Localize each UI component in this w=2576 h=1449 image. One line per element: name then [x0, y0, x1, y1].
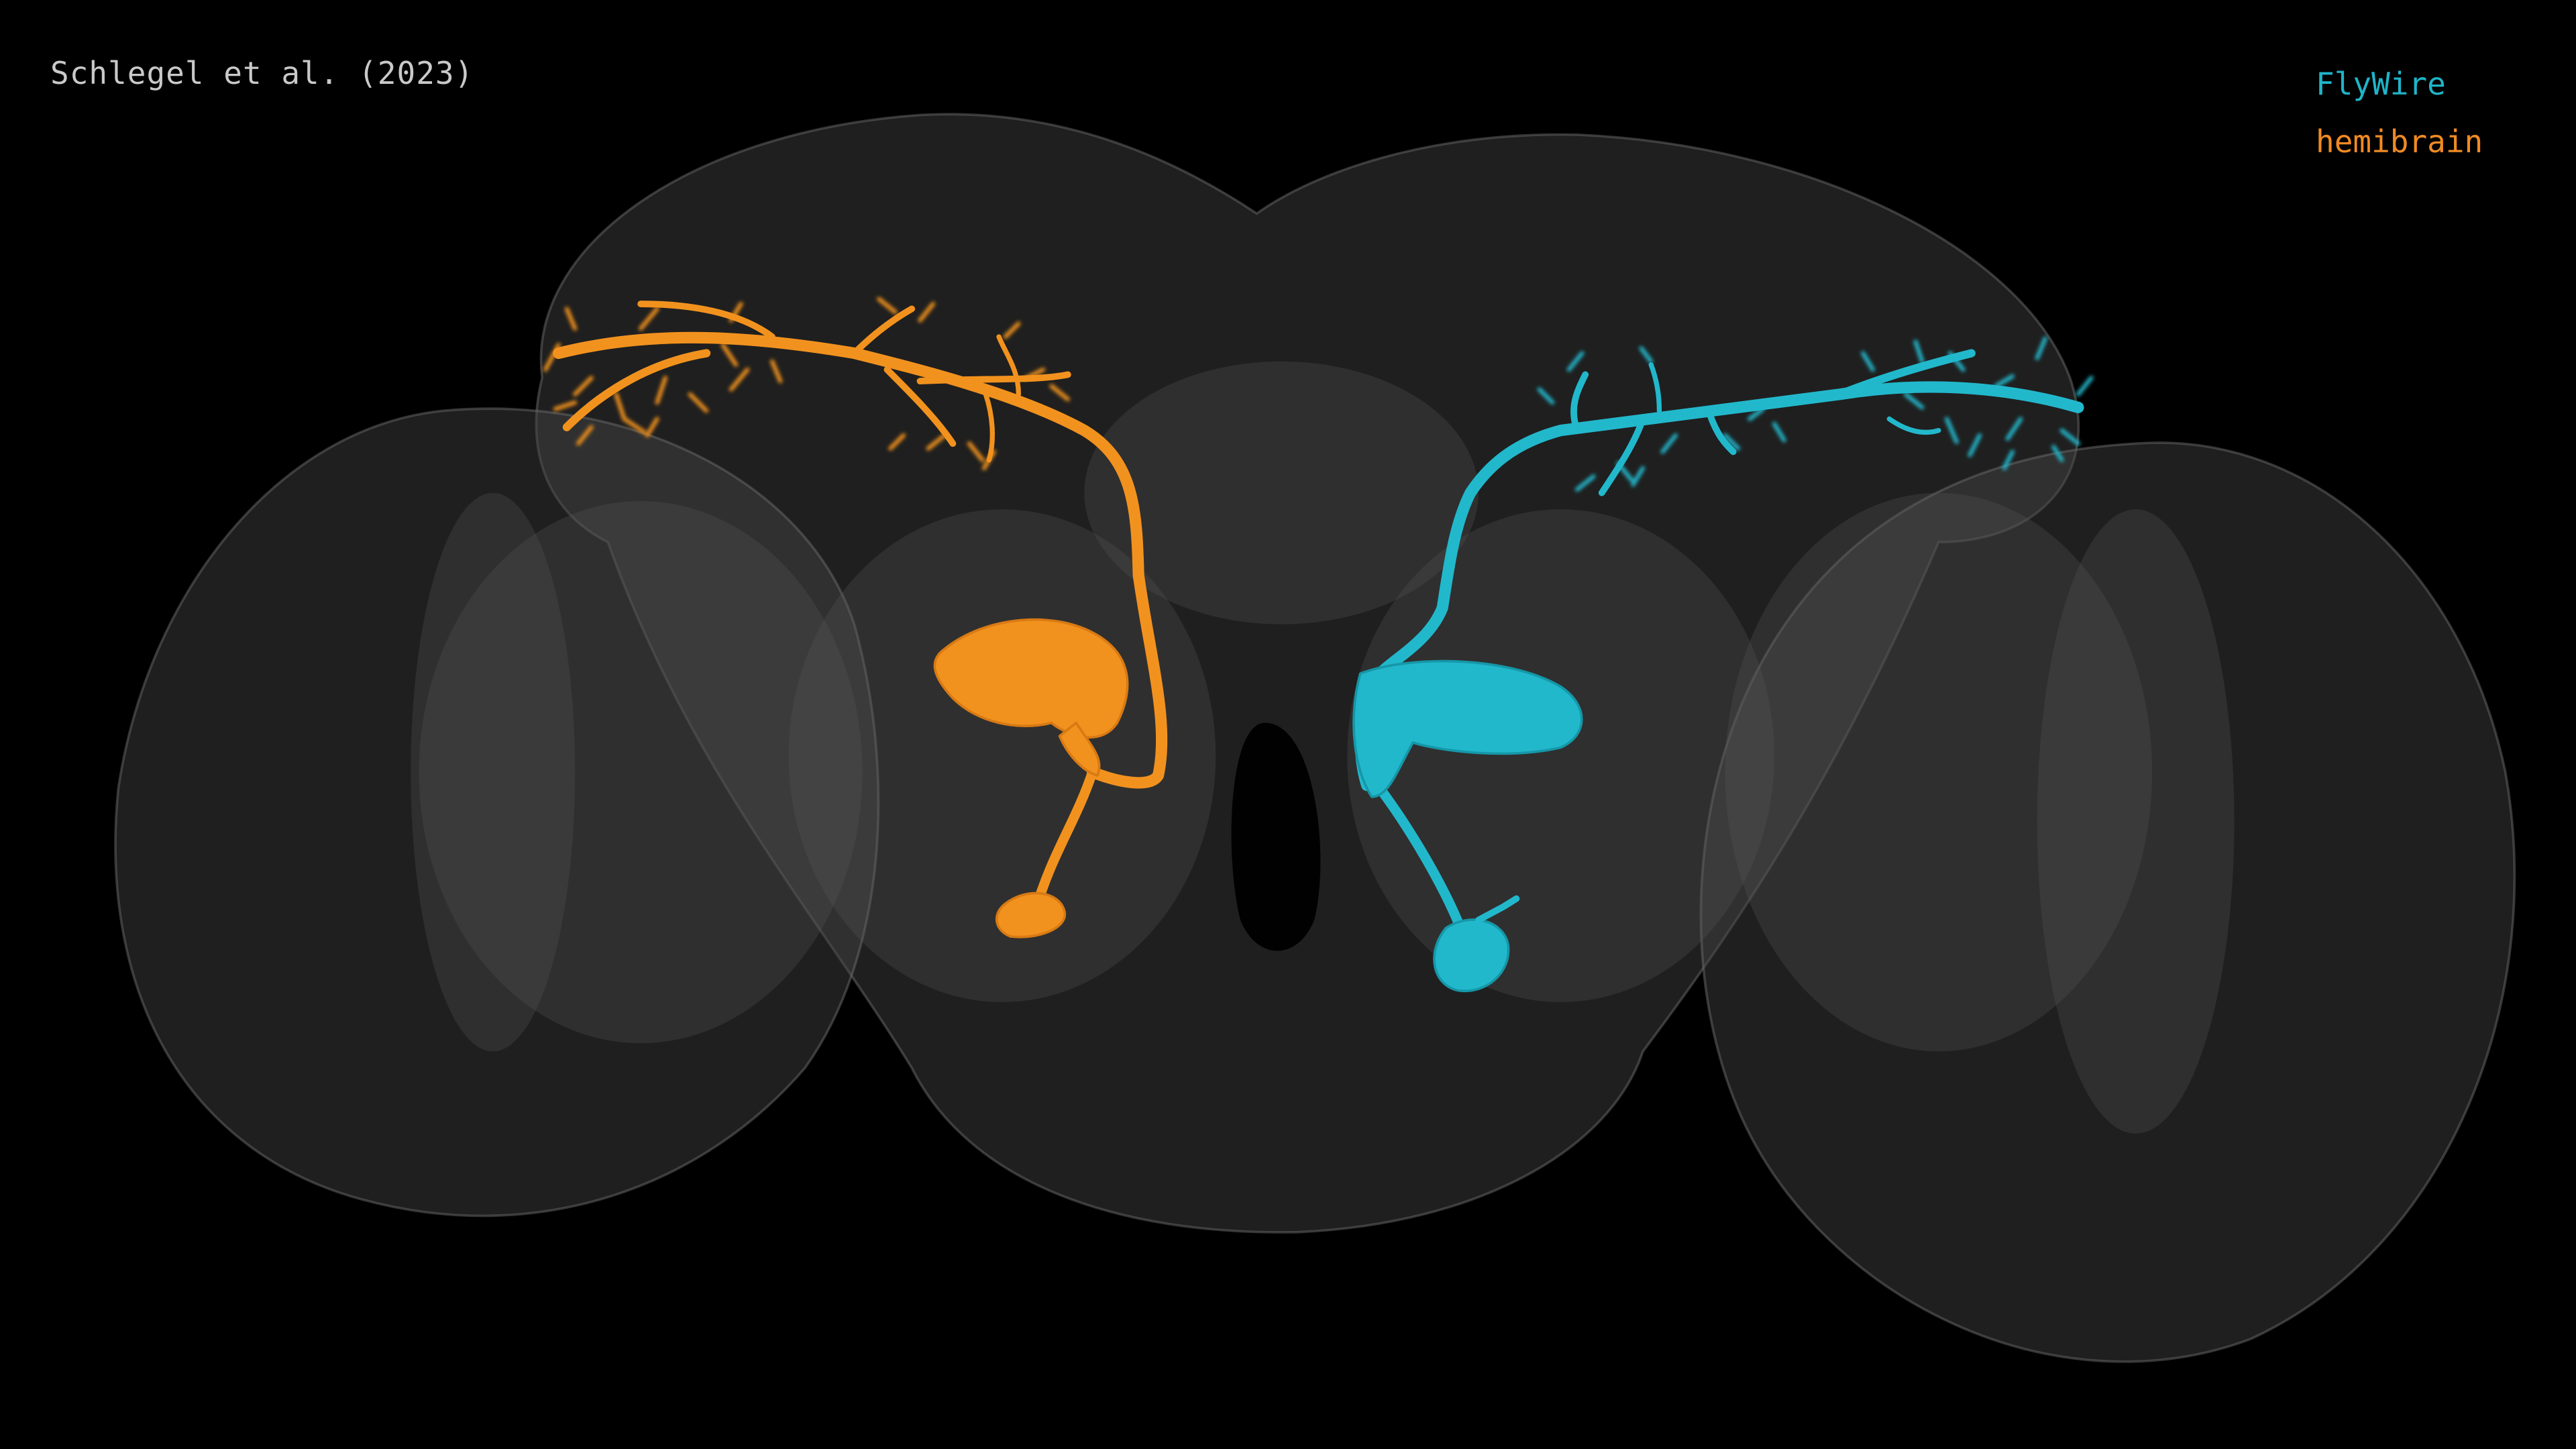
right-optic-lobe — [1699, 441, 2516, 1363]
flywire-mushroom-body — [1352, 659, 1583, 798]
legend-item-flywire: FlyWire — [2316, 66, 2446, 102]
brain-inner-structures — [411, 361, 2235, 1134]
hemibrain-neuron — [543, 297, 1168, 938]
left-optic-lobe — [114, 407, 880, 1218]
legend: FlyWire hemibrain — [2316, 55, 2483, 170]
central-brain — [535, 113, 2080, 1234]
legend-item-hemibrain: hemibrain — [2316, 123, 2483, 160]
esophageal-foramen — [1231, 722, 1321, 951]
brain-mesh — [114, 113, 2516, 1363]
credit-text: Schlegel et al. (2023) — [50, 55, 474, 91]
flywire-neuron — [1352, 336, 2094, 993]
hemibrain-mushroom-body — [933, 618, 1129, 739]
